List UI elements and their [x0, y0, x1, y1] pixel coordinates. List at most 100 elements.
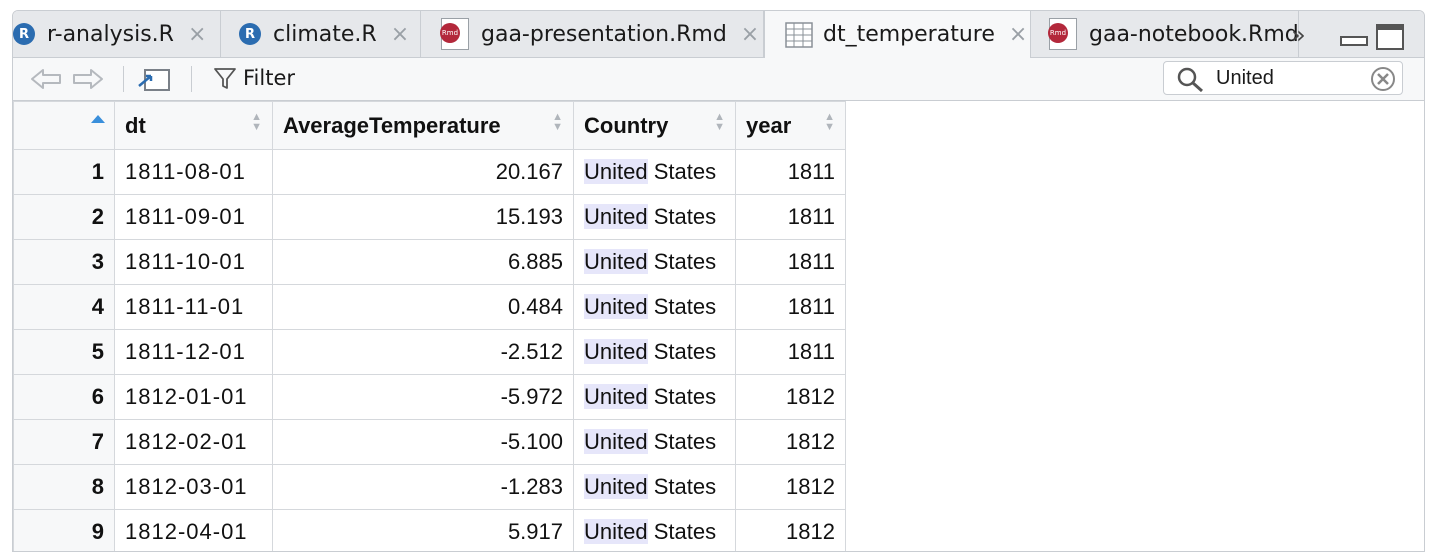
table-row[interactable]: 6 1812-01-01 -5.972 United States 1812 [14, 375, 846, 420]
sort-icon: ▲▼ [714, 112, 725, 132]
cell-year: 1812 [736, 375, 846, 420]
cell-year: 1811 [736, 240, 846, 285]
row-number: 2 [14, 195, 115, 240]
sort-icon: ▲▼ [824, 112, 835, 132]
cell-year: 1812 [736, 510, 846, 552]
cell-year: 1811 [736, 150, 846, 195]
cell-average-temperature: -2.512 [273, 330, 574, 375]
cell-country: United States [574, 195, 736, 240]
table-row[interactable]: 4 1811-11-01 0.484 United States 1811 [14, 285, 846, 330]
cell-country: United States [574, 510, 736, 552]
sort-icon: ▲▼ [251, 112, 262, 132]
column-header-averagetemperature[interactable]: AverageTemperature▲▼ [273, 102, 574, 150]
column-header-year[interactable]: year▲▼ [736, 102, 846, 150]
clear-search-icon[interactable] [1370, 66, 1396, 92]
cell-dt: 1811-09-01 [115, 195, 273, 240]
search-highlight: United [584, 474, 648, 499]
cell-country: United States [574, 285, 736, 330]
table-row[interactable]: 5 1811-12-01 -2.512 United States 1811 [14, 330, 846, 375]
tab-label: dt_temperature [823, 22, 995, 47]
table-row[interactable]: 9 1812-04-01 5.917 United States 1812 [14, 510, 846, 552]
search-highlight: United [584, 519, 648, 544]
row-number: 3 [14, 240, 115, 285]
row-number: 8 [14, 465, 115, 510]
tab-climate[interactable]: R climate.R × [221, 11, 421, 57]
toolbar-divider [123, 66, 124, 92]
cell-country: United States [574, 330, 736, 375]
column-header-dt[interactable]: dt▲▼ [115, 102, 273, 150]
column-header-country[interactable]: Country▲▼ [574, 102, 736, 150]
rmd-file-icon: Rmd [441, 18, 469, 50]
cell-year: 1812 [736, 465, 846, 510]
cell-dt: 1812-03-01 [115, 465, 273, 510]
data-grid-icon [785, 22, 813, 48]
cell-average-temperature: -1.283 [273, 465, 574, 510]
minimize-pane-icon[interactable] [1339, 23, 1369, 49]
filter-icon[interactable] [213, 66, 237, 92]
cell-country: United States [574, 150, 736, 195]
row-number: 1 [14, 150, 115, 195]
search-highlight: United [584, 249, 648, 274]
cell-dt: 1812-02-01 [115, 420, 273, 465]
row-number: 7 [14, 420, 115, 465]
close-icon[interactable]: × [188, 22, 206, 47]
cell-dt: 1812-01-01 [115, 375, 273, 420]
search-icon [1176, 66, 1204, 92]
table-header-row: dt▲▼ AverageTemperature▲▼ Country▲▼ year… [14, 102, 846, 150]
filter-button[interactable]: Filter [243, 66, 295, 90]
cell-average-temperature: -5.100 [273, 420, 574, 465]
cell-dt: 1811-08-01 [115, 150, 273, 195]
cell-average-temperature: 0.484 [273, 285, 574, 330]
table-row[interactable]: 3 1811-10-01 6.885 United States 1811 [14, 240, 846, 285]
close-icon[interactable]: × [741, 22, 759, 47]
tab-gaa-presentation[interactable]: Rmd gaa-presentation.Rmd × [421, 11, 764, 57]
data-viewer-window: R r-analysis.R × R climate.R × Rmd gaa-p… [12, 10, 1425, 552]
search-highlight: United [584, 384, 648, 409]
table-row[interactable]: 7 1812-02-01 -5.100 United States 1812 [14, 420, 846, 465]
cell-dt: 1812-04-01 [115, 510, 273, 552]
cell-average-temperature: -5.972 [273, 375, 574, 420]
cell-dt: 1811-11-01 [115, 285, 273, 330]
row-number: 9 [14, 510, 115, 552]
cell-average-temperature: 15.193 [273, 195, 574, 240]
row-number: 4 [14, 285, 115, 330]
tab-r-analysis[interactable]: R r-analysis.R × [12, 11, 221, 57]
table-row[interactable]: 1 1811-08-01 20.167 United States 1811 [14, 150, 846, 195]
tab-gaa-notebook[interactable]: Rmd gaa-notebook.Rmd [1031, 11, 1299, 57]
popout-window-icon[interactable] [137, 66, 171, 94]
search-box[interactable] [1163, 61, 1403, 95]
sort-icon: ▲▼ [552, 112, 563, 132]
cell-average-temperature: 6.885 [273, 240, 574, 285]
cell-country: United States [574, 465, 736, 510]
row-number: 6 [14, 375, 115, 420]
column-header-rownames[interactable] [14, 102, 115, 150]
cell-country: United States [574, 240, 736, 285]
search-highlight: United [584, 429, 648, 454]
cell-year: 1811 [736, 330, 846, 375]
tab-label: r-analysis.R [47, 22, 174, 47]
cell-country: United States [574, 375, 736, 420]
forward-arrow-icon[interactable] [71, 66, 105, 92]
close-icon[interactable]: × [391, 22, 409, 47]
data-table: dt▲▼ AverageTemperature▲▼ Country▲▼ year… [13, 101, 846, 552]
search-input[interactable] [1216, 66, 1356, 90]
cell-average-temperature: 20.167 [273, 150, 574, 195]
back-arrow-icon[interactable] [29, 66, 63, 92]
search-highlight: United [584, 204, 648, 229]
tab-dt-temperature[interactable]: dt_temperature × [764, 11, 1031, 58]
tab-label: gaa-notebook.Rmd [1089, 22, 1299, 47]
maximize-pane-icon[interactable] [1375, 23, 1405, 51]
more-tabs-icon[interactable]: » [1291, 21, 1306, 49]
tab-label: climate.R [273, 22, 377, 47]
r-file-icon: R [13, 23, 35, 45]
search-highlight: United [584, 339, 648, 364]
search-highlight: United [584, 294, 648, 319]
table-row[interactable]: 8 1812-03-01 -1.283 United States 1812 [14, 465, 846, 510]
rmd-file-icon: Rmd [1049, 18, 1077, 50]
r-file-icon: R [239, 23, 261, 45]
cell-year: 1811 [736, 285, 846, 330]
table-row[interactable]: 2 1811-09-01 15.193 United States 1811 [14, 195, 846, 240]
close-icon[interactable]: × [1009, 22, 1027, 47]
cell-country: United States [574, 420, 736, 465]
sort-ascending-icon [90, 114, 106, 124]
